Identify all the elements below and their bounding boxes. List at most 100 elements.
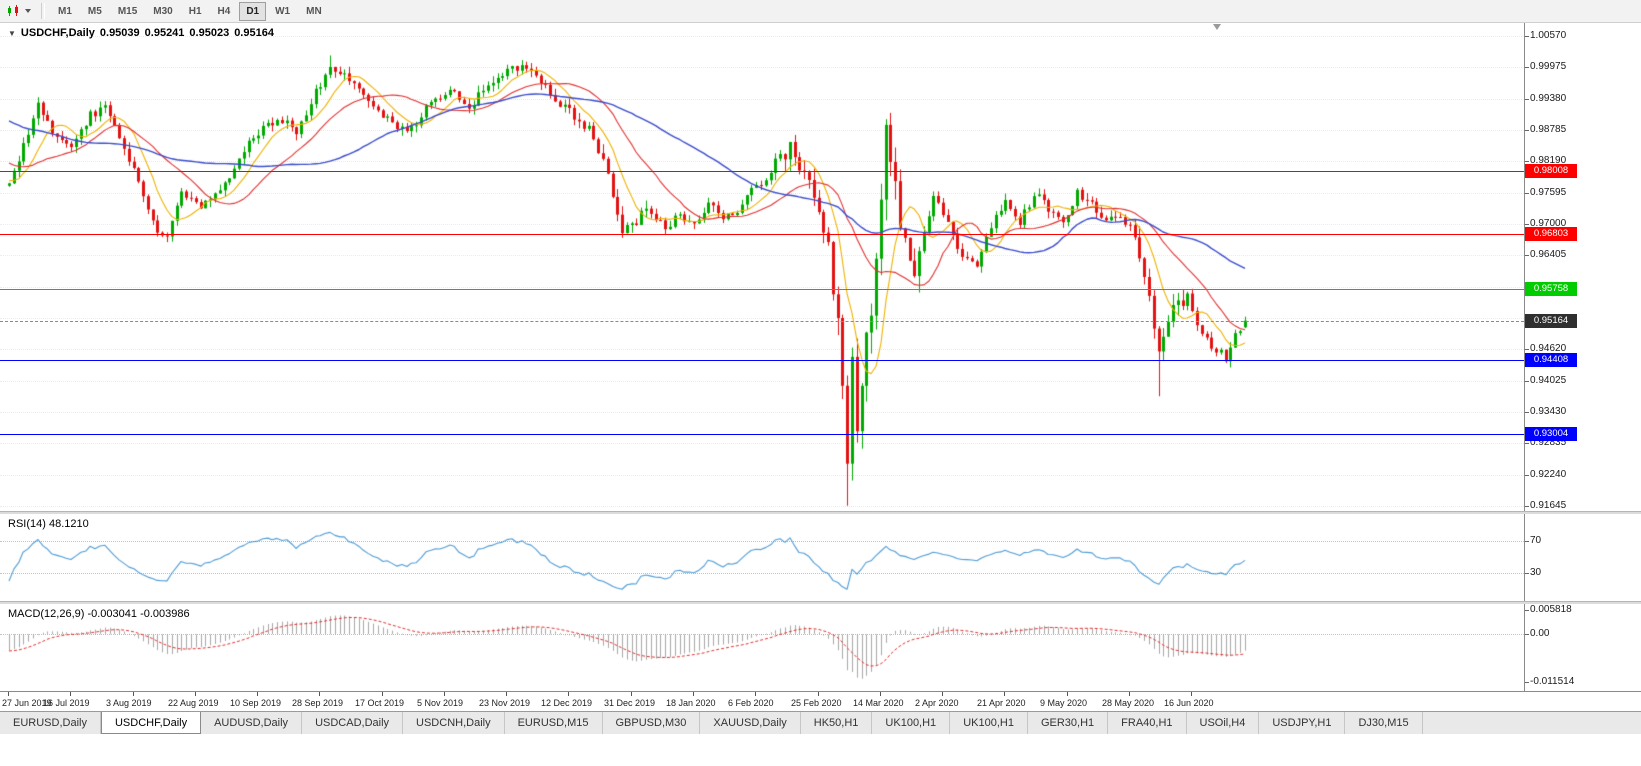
time-axis-label: 12 Dec 2019 [541,698,593,708]
ohlc-close: 0.95164 [234,27,274,39]
price-chart-canvas[interactable] [0,22,1524,511]
time-axis-tick [382,692,383,696]
collapse-arrow-icon[interactable]: ▼ [8,29,16,38]
chart-tab-ger30-h1[interactable]: GER30,H1 [1028,712,1109,734]
time-axis-tick [70,692,71,696]
timeframe-button-mn[interactable]: MN [306,5,322,17]
time-axis-label: 16 Jul 2019 [43,698,90,708]
rsi-indicator-canvas[interactable] [0,513,1524,601]
time-axis-tick [195,692,196,696]
chart-tab-bar: EURUSD,Daily USDCHF,Daily AUDUSD,Daily USDC… [0,711,1641,734]
chart-tab-usoil-h4[interactable]: USOil,H4 [1187,712,1260,734]
price-level-line[interactable] [0,360,1524,362]
macd-title: MACD(12,26,9) -0.003041 -0.003986 [8,608,190,620]
timeframe-button-m30[interactable]: M30 [153,5,173,17]
chart-ohlc-title: ▼ USDCHF,Daily 0.95039 0.95241 0.95023 0.9516… [8,27,279,39]
price-axis-label: 0.93430 [1530,406,1567,417]
panel-separator[interactable] [0,601,1641,604]
rsi-axis-label: 30 [1530,567,1542,578]
time-axis-tick [880,692,881,696]
time-axis-label: 17 Oct 2019 [355,698,405,708]
macd-indicator-canvas[interactable] [0,603,1524,691]
time-axis-tick [8,692,9,696]
time-axis-tick [444,692,445,696]
price-level-badge: 0.95758 [1525,282,1577,297]
time-axis-tick [755,692,756,696]
timeframe-button-m5[interactable]: M5 [87,5,102,17]
price-axis-label: 0.96405 [1530,249,1567,261]
time-axis-label: 10 Sep 2019 [230,698,282,708]
chart-tab-usdchf-daily[interactable]: USDCHF,Daily [100,712,202,734]
time-axis-label: 28 May 2020 [1102,698,1155,708]
chart-tab-xauusd-daily[interactable]: XAUUSD,Daily [700,712,801,734]
price-axis-label: 0.97000 [1530,218,1567,229]
price-level-badge: 0.94408 [1525,353,1577,368]
chart-tab-eurusd-daily[interactable]: EURUSD,Daily [0,712,101,734]
price-level-line[interactable] [0,289,1524,291]
time-axis-label: 27 Jun 2019 [2,698,52,708]
time-axis-label: 2 Apr 2020 [915,698,959,708]
price-level-badge: 0.93004 [1525,427,1577,442]
price-axis-label: 0.98785 [1530,124,1567,135]
chart-tab-usdcnh-daily[interactable]: USDCNH,Daily [403,712,505,734]
time-axis-label: 3 Aug 2019 [106,698,152,708]
time-axis-tick [568,692,569,696]
chart-shift-marker[interactable] [1213,24,1221,30]
time-axis-label: 21 Apr 2020 [977,698,1026,708]
time-axis-tick [1067,692,1068,696]
time-axis-tick [1191,692,1192,696]
price-axis-label: 0.99380 [1530,92,1567,104]
chart-tab-usdcad-daily[interactable]: USDCAD,Daily [302,712,404,734]
time-axis-tick [257,692,258,696]
time-axis[interactable]: 27 Jun 2019 16 Jul 2019 3 Aug 2019 22 Aug 2… [0,691,1641,712]
macd-axis-label: 0.00 [1530,628,1550,640]
price-level-badge: 0.98008 [1525,163,1577,178]
chart-tab-dj30-m15[interactable]: DJ30,M15 [1345,712,1423,734]
toolbar-separator [41,3,45,19]
timeframe-button-m15[interactable]: M15 [117,5,138,17]
time-axis-label: 18 Jan 2020 [666,698,716,708]
price-axis-separator [1524,22,1525,711]
timeframe-button-w1[interactable]: W1 [275,5,291,17]
price-level-line[interactable] [0,434,1524,436]
time-axis-tick [693,692,694,696]
price-axis-label: 0.98190 [1530,155,1567,167]
time-axis-tick [942,692,943,696]
panel-separator[interactable] [0,511,1641,514]
candlestick-chart-icon [8,5,18,16]
price-level-line[interactable] [0,170,1524,172]
chart-type-button[interactable] [6,4,31,18]
chart-tab-gbpusd-m30[interactable]: GBPUSD,M30 [603,712,701,734]
chart-tab-eurusd-m15[interactable]: EURUSD,M15 [505,712,603,734]
time-axis-tick [1129,692,1130,696]
chart-tab-fra40-h1[interactable]: FRA40,H1 [1108,712,1187,734]
timeframe-button-m1[interactable]: M1 [58,5,72,17]
chart-tab-hk50-h1[interactable]: HK50,H1 [801,712,873,734]
time-axis-tick [1004,692,1005,696]
price-axis-label: 0.91645 [1530,500,1567,511]
time-axis-label: 5 Nov 2019 [417,698,464,708]
price-axis-label: 0.94025 [1530,374,1567,386]
price-axis-label: 0.94620 [1530,343,1567,355]
ohlc-open: 0.95039 [99,27,140,39]
time-axis-tick [818,692,819,696]
time-axis-tick [319,692,320,696]
chart-symbol-period: USDCHF,Daily [20,27,95,39]
ohlc-low: 0.95023 [189,27,230,39]
timeframe-button-h4[interactable]: H4 [217,5,231,17]
time-axis-label: 9 May 2020 [1040,698,1088,708]
price-level-badge: 0.96803 [1525,227,1577,242]
chart-tab-uk100-h1[interactable]: UK100,H1 [950,712,1028,734]
timeframe-toolbar: M1 M5 M15 M30 H1 H4 D1 W1 MN [50,1,330,21]
timeframe-button-h1[interactable]: H1 [188,5,202,17]
price-axis-label: 0.99975 [1530,61,1567,73]
chart-tab-audusd-daily[interactable]: AUDUSD,Daily [201,712,303,734]
timeframe-button-d1[interactable]: D1 [239,1,267,21]
time-axis-tick [506,692,507,696]
chart-tab-usdjpy-h1[interactable]: USDJPY,H1 [1259,712,1346,734]
price-level-line[interactable] [0,234,1524,236]
toolbar: M1 M5 M15 M30 H1 H4 D1 W1 MN [0,0,1641,23]
chart-tab-uk100-h1[interactable]: UK100,H1 [872,712,951,734]
time-axis-label: 28 Sep 2019 [292,698,344,708]
